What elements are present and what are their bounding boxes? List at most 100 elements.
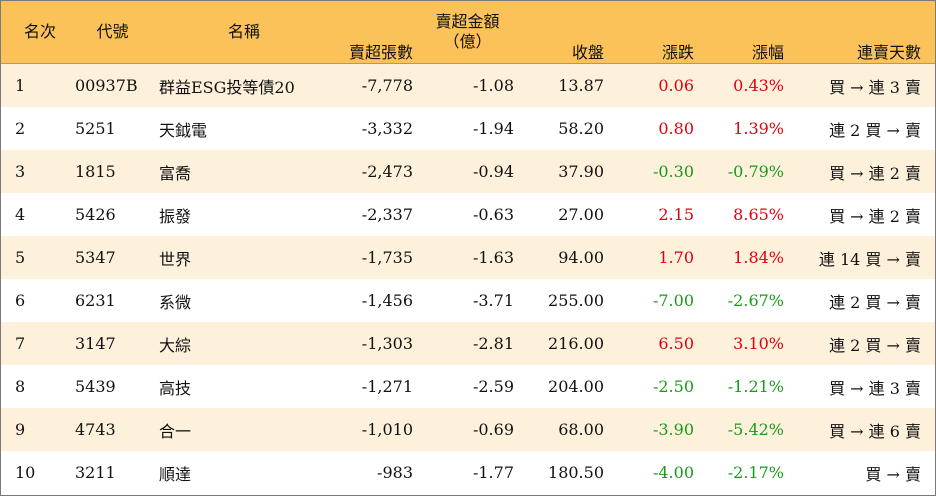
cell-pct: 8.65%	[733, 205, 784, 224]
header-code: 代號	[96, 22, 129, 41]
cell-days: 連 2 買 → 賣	[829, 335, 921, 355]
table-row: 5 5347 世界 -1,735 -1.63 94.00 1.70 1.84% 連 14 買 →…	[1, 236, 935, 279]
cell-change: -4.00	[652, 463, 694, 482]
cell-amount: -0.69	[472, 420, 514, 439]
header-name: 名稱	[227, 22, 260, 41]
cell-amount: -3.71	[472, 291, 514, 310]
header-amount: 賣超金額 （億）	[421, 1, 514, 63]
table-row: 1 00937B 群益ESG投等債20 -7,778 -1.08 13.87 0.06 0.4…	[1, 64, 935, 107]
cell-change: 0.06	[658, 76, 694, 95]
cell-close: 58.20	[558, 119, 604, 138]
cell-code: 3211	[75, 463, 116, 482]
cell-days: 連 2 買 → 賣	[829, 292, 921, 312]
cell-rank: 1	[15, 76, 26, 95]
table-header: 名次 代號 名稱 賣超張數 賣超金額 （億） 收盤 漲跌 漲幅 連賣天數	[1, 1, 935, 64]
cell-days: 買 → 連 6 賣	[829, 421, 921, 441]
cell-days: 連 2 買 → 賣	[829, 120, 921, 140]
cell-rank: 8	[15, 377, 26, 396]
cell-volume: -1,303	[361, 334, 413, 353]
cell-name: 合一	[159, 421, 192, 441]
cell-days: 買 → 連 2 賣	[829, 206, 921, 226]
cell-pct: -5.42%	[727, 420, 784, 439]
table-row: 9 4743 合一 -1,010 -0.69 68.00 -3.90 -5.42% 買 → 連 …	[1, 408, 935, 451]
cell-code: 5251	[75, 119, 116, 138]
cell-pct: -2.67%	[727, 291, 784, 310]
header-amount-line2: （億）	[443, 32, 492, 51]
cell-name: 順達	[159, 464, 192, 484]
cell-pct: -0.79%	[727, 162, 784, 181]
cell-rank: 6	[15, 291, 26, 310]
cell-name: 富喬	[159, 163, 192, 183]
table-row: 3 1815 富喬 -2,473 -0.94 37.90 -0.30 -0.79% 買 → 連 …	[1, 150, 935, 193]
cell-name: 高技	[159, 378, 192, 398]
table-row: 4 5426 振發 -2,337 -0.63 27.00 2.15 8.65% 買 → 連 2 …	[1, 193, 935, 236]
cell-change: 6.50	[658, 334, 694, 353]
cell-pct: 0.43%	[733, 76, 784, 95]
cell-pct: 1.39%	[733, 119, 784, 138]
cell-amount: -1.77	[472, 463, 514, 482]
cell-volume: -983	[377, 463, 413, 482]
cell-code: 4743	[75, 420, 116, 439]
table-row: 10 3211 順達 -983 -1.77 180.50 -4.00 -2.17% 買 → 賣	[1, 451, 935, 494]
cell-rank: 5	[15, 248, 26, 267]
cell-name: 世界	[159, 249, 192, 269]
cell-days: 買 → 連 3 賣	[829, 378, 921, 398]
cell-name: 群益ESG投等債20	[159, 77, 295, 97]
cell-days: 買 → 賣	[865, 464, 921, 484]
table-row: 6 6231 系微 -1,456 -3.71 255.00 -7.00 -2.67% 連 2 買…	[1, 279, 935, 322]
cell-pct: 1.84%	[733, 248, 784, 267]
cell-rank: 7	[15, 334, 26, 353]
cell-volume: -2,337	[361, 205, 413, 224]
cell-change: -0.30	[652, 162, 694, 181]
cell-close: 255.00	[548, 291, 604, 310]
cell-close: 68.00	[558, 420, 604, 439]
cell-volume: -7,778	[361, 76, 413, 95]
cell-volume: -1,456	[361, 291, 413, 310]
cell-change: 2.15	[658, 205, 694, 224]
header-amount-line1: 賣超金額	[435, 12, 500, 31]
cell-amount: -1.94	[472, 119, 514, 138]
cell-rank: 3	[15, 162, 26, 181]
cell-close: 216.00	[548, 334, 604, 353]
table-row: 8 5439 高技 -1,271 -2.59 204.00 -2.50 -1.21% 買 → 連…	[1, 365, 935, 408]
cell-change: -2.50	[652, 377, 694, 396]
cell-volume: -3,332	[361, 119, 413, 138]
cell-code: 6231	[75, 291, 116, 310]
cell-amount: -0.63	[472, 205, 514, 224]
header-rank: 名次	[23, 22, 56, 41]
header-pct: 漲幅	[751, 43, 784, 62]
table-row: 7 3147 大綜 -1,303 -2.81 216.00 6.50 3.10% 連 2 買 →…	[1, 322, 935, 365]
cell-pct: 3.10%	[733, 334, 784, 353]
cell-rank: 2	[15, 119, 26, 138]
cell-close: 180.50	[548, 463, 604, 482]
cell-name: 大綜	[159, 335, 192, 355]
cell-code: 5439	[75, 377, 116, 396]
cell-close: 94.00	[558, 248, 604, 267]
header-volume: 賣超張數	[348, 43, 413, 62]
cell-code: 00937B	[75, 76, 138, 95]
cell-close: 37.90	[558, 162, 604, 181]
header-change: 漲跌	[661, 43, 694, 62]
cell-volume: -1,735	[361, 248, 413, 267]
header-days: 連賣天數	[856, 43, 921, 62]
cell-pct: -1.21%	[727, 377, 784, 396]
cell-rank: 9	[15, 420, 26, 439]
table-row: 2 5251 天鉞電 -3,332 -1.94 58.20 0.80 1.39% 連 2 買 →…	[1, 107, 935, 150]
cell-amount: -1.63	[472, 248, 514, 267]
cell-days: 買 → 連 3 賣	[829, 77, 921, 97]
cell-volume: -1,271	[361, 377, 413, 396]
cell-code: 5347	[75, 248, 116, 267]
header-close: 收盤	[571, 43, 604, 62]
cell-change: -3.90	[652, 420, 694, 439]
cell-volume: -1,010	[361, 420, 413, 439]
cell-close: 204.00	[548, 377, 604, 396]
cell-amount: -0.94	[472, 162, 514, 181]
cell-code: 3147	[75, 334, 116, 353]
cell-rank: 4	[15, 205, 26, 224]
cell-amount: -1.08	[472, 76, 514, 95]
cell-name: 振發	[159, 206, 192, 226]
cell-days: 連 14 買 → 賣	[818, 249, 921, 269]
cell-change: -7.00	[652, 291, 694, 310]
cell-change: 0.80	[658, 119, 694, 138]
